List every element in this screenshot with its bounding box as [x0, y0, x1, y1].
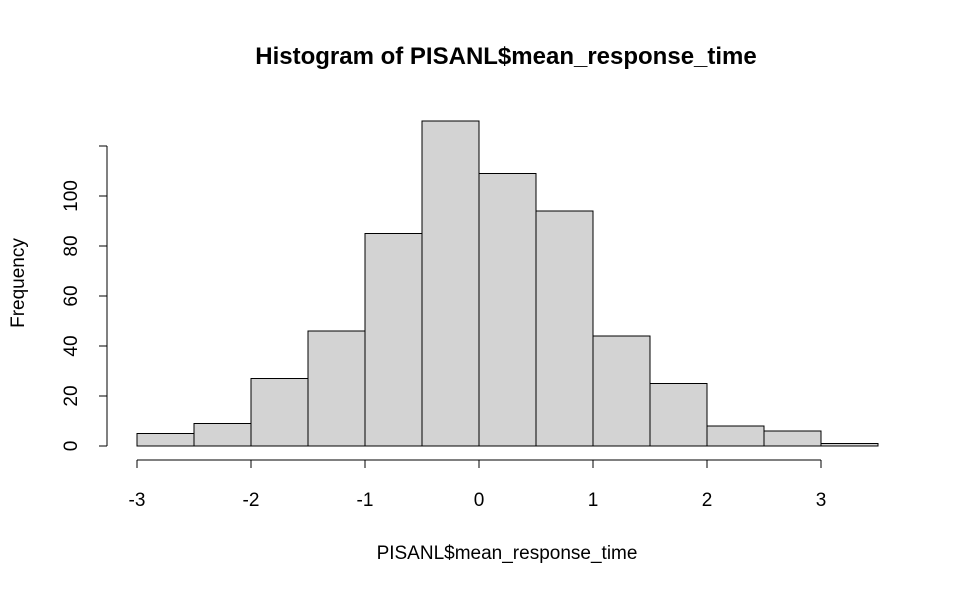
histogram-bar-11 — [763, 430, 822, 447]
bars-group — [136, 120, 879, 447]
y-tick-label: 40 — [61, 335, 82, 356]
histogram-bar-3 — [307, 330, 366, 447]
y-tick-label: 80 — [61, 235, 82, 256]
histogram-bar-8 — [592, 335, 651, 447]
histogram-bar-0 — [136, 433, 195, 447]
x-tick-label: -1 — [357, 490, 374, 511]
histogram-bar-10 — [706, 425, 765, 447]
y-tick-label: 100 — [61, 180, 82, 212]
histogram-bar-4 — [364, 233, 423, 447]
y-tick-label: 60 — [61, 285, 82, 306]
chart-title: Histogram of PISANL$mean_response_time — [255, 43, 756, 70]
x-tick-label: 0 — [474, 490, 485, 511]
histogram-bar-6 — [478, 173, 537, 447]
x-tick-label: 3 — [816, 490, 827, 511]
x-tick-label: -3 — [129, 490, 146, 511]
x-axis-label: PISANL$mean_response_time — [377, 543, 638, 564]
x-tick-label: 2 — [702, 490, 713, 511]
histogram-bar-2 — [250, 378, 309, 447]
x-tick-label: -2 — [243, 490, 260, 511]
y-axis-label: Frequency — [8, 238, 29, 328]
histogram-bar-5 — [421, 120, 480, 447]
x-axis: -3 -2 -1 0 1 2 3 — [129, 459, 827, 511]
histogram-bar-1 — [193, 423, 252, 447]
x-tick-label: 1 — [588, 490, 599, 511]
histogram-bar-7 — [535, 210, 594, 447]
y-axis: 0 20 40 60 80 100 — [61, 145, 108, 452]
histogram-bar-9 — [649, 383, 708, 447]
histogram-bar-12 — [820, 443, 879, 447]
y-tick-label: 20 — [61, 385, 82, 406]
y-tick-label: 0 — [61, 441, 82, 452]
